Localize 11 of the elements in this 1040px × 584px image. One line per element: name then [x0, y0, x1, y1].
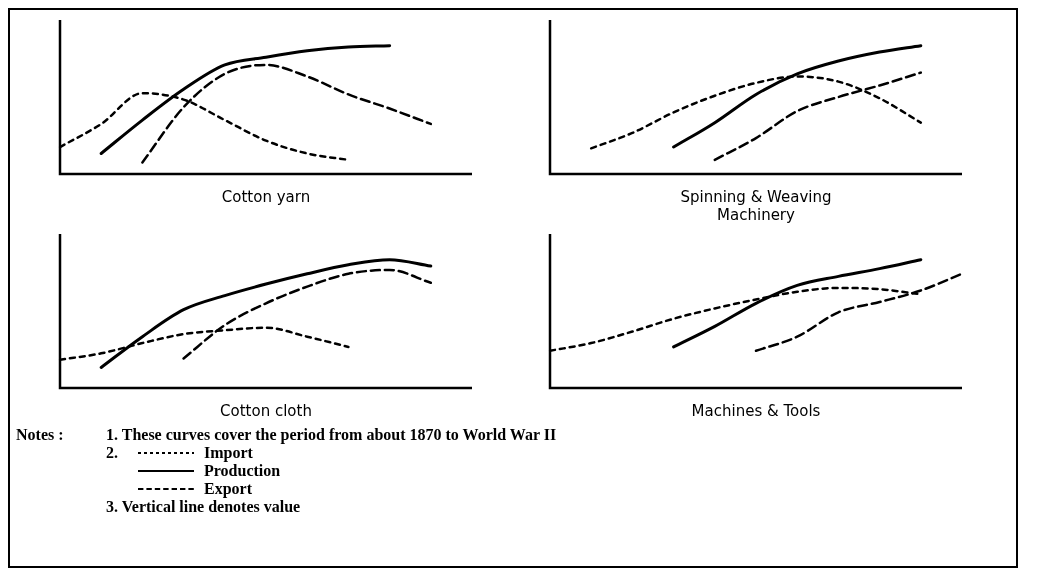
text: 2.: [106, 444, 119, 463]
text: Machines & Tools: [691, 402, 821, 420]
text: 1. These curves cover the period from about 1870 to World War II: [106, 426, 557, 444]
text: 3. Vertical line denotes value: [106, 498, 302, 516]
legend-label: Export: [204, 480, 252, 498]
legend-label: Production: [204, 462, 281, 480]
text: Spinning & Weaving Machinery: [679, 188, 833, 224]
legend-label: Import: [204, 444, 253, 462]
text: Notes :: [16, 426, 65, 445]
text: Cotton yarn: [221, 188, 311, 206]
text: Cotton cloth: [220, 402, 312, 420]
